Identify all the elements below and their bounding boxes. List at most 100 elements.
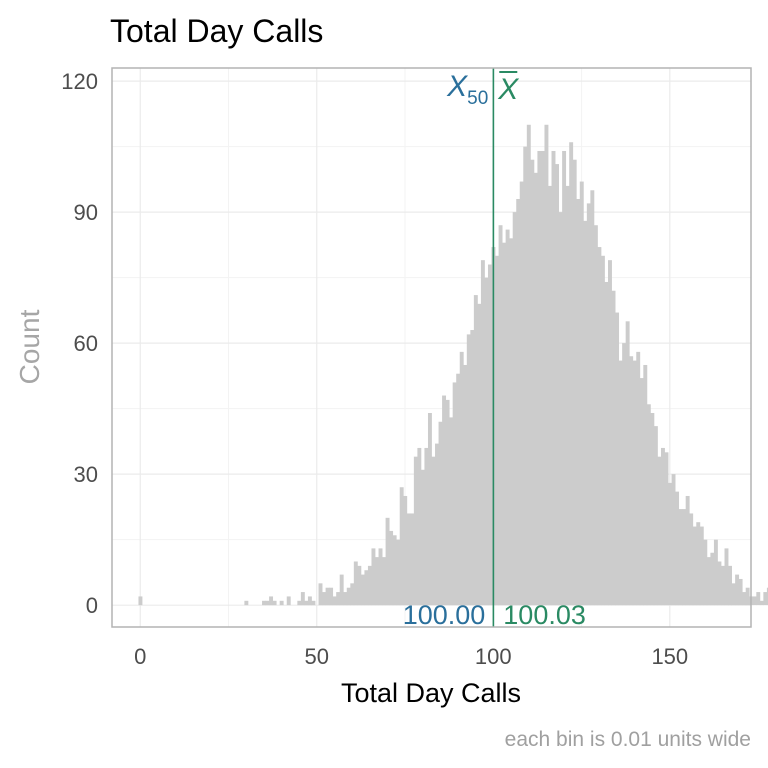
- histogram-bar: [336, 592, 341, 606]
- median-value-label: 100.00: [403, 600, 486, 630]
- histogram-bar: [696, 522, 701, 606]
- histogram-bar: [763, 592, 768, 606]
- histogram-bar: [685, 495, 690, 606]
- histogram-bar: [583, 220, 588, 606]
- histogram-bar: [703, 539, 708, 606]
- x-tick-label: 100: [475, 644, 512, 669]
- histogram-bar: [717, 561, 722, 606]
- panel-border: [111, 67, 752, 628]
- y-tick-label: 90: [74, 200, 98, 225]
- histogram-bar: [692, 526, 697, 606]
- histogram-bar: [477, 303, 482, 606]
- histogram-bar: [611, 290, 616, 606]
- histogram-bar: [759, 600, 764, 606]
- histogram-bar: [417, 447, 422, 606]
- x-axis-label: Total Day Calls: [341, 678, 521, 708]
- histogram-bar: [438, 421, 443, 606]
- histogram-bar: [766, 587, 768, 606]
- histogram-bar: [756, 592, 761, 606]
- histogram-bar: [325, 587, 330, 606]
- histogram-bar: [297, 600, 302, 606]
- histogram-bar: [699, 526, 704, 606]
- histogram-bar: [420, 469, 425, 606]
- histogram-bar: [558, 212, 563, 606]
- histogram-bar: [396, 539, 401, 606]
- histogram-bar: [629, 356, 634, 606]
- histogram-bar: [738, 578, 743, 606]
- histogram-bar: [653, 426, 658, 606]
- histogram-bar: [431, 456, 436, 606]
- histogram-bar: [406, 513, 411, 606]
- histogram-bar: [657, 456, 662, 606]
- histogram-bar: [371, 548, 376, 606]
- histogram-bar: [731, 583, 736, 606]
- histogram-bar: [622, 343, 627, 606]
- histogram-bar: [569, 142, 574, 606]
- histogram-bar: [728, 565, 732, 606]
- mean-symbol: X: [497, 73, 519, 106]
- x-tick-label: 150: [651, 644, 688, 669]
- histogram-bar: [664, 452, 669, 606]
- histogram-bar: [526, 124, 531, 606]
- histogram-bar: [618, 360, 623, 606]
- histogram-bar: [636, 351, 641, 606]
- histogram-bar: [410, 513, 415, 606]
- histogram-bar: [593, 225, 598, 606]
- histogram-bar: [480, 260, 485, 606]
- histogram-bar: [639, 378, 644, 606]
- histogram-bar: [544, 124, 549, 606]
- histogram-bar: [262, 600, 266, 606]
- y-tick-label: 120: [61, 69, 98, 94]
- y-tick-label: 30: [74, 462, 98, 487]
- histogram-bar: [466, 334, 471, 606]
- histogram-bar: [346, 587, 351, 606]
- histogram-bar: [675, 491, 680, 606]
- histogram-bar: [442, 395, 447, 606]
- histogram-bar: [523, 146, 528, 606]
- histogram-bar: [643, 364, 648, 606]
- histogram-bar: [318, 583, 323, 606]
- histogram-bar: [286, 596, 291, 606]
- histogram-bar: [713, 539, 718, 606]
- histogram-bar: [244, 600, 249, 606]
- mean-value-label: 100.03: [503, 600, 586, 630]
- histogram-bar: [509, 238, 514, 606]
- histogram-bar: [540, 150, 545, 606]
- histogram-bar: [304, 600, 309, 606]
- x-tick-label: 50: [305, 644, 329, 669]
- histogram-bar: [375, 557, 379, 606]
- histogram-bar: [689, 513, 694, 606]
- histogram-bar: [519, 181, 524, 606]
- histogram-bar: [389, 530, 394, 606]
- histogram-bar: [350, 583, 355, 606]
- histogram-bar: [311, 600, 316, 606]
- histogram-bar: [682, 509, 687, 606]
- histogram-bar: [378, 548, 383, 606]
- histogram-bar: [498, 225, 503, 606]
- histogram-bar: [385, 517, 390, 606]
- histogram-bar: [269, 596, 274, 606]
- histogram-bar: [343, 592, 348, 606]
- histogram-bar: [710, 552, 715, 606]
- histogram-bar: [745, 587, 750, 606]
- histogram-bar: [495, 255, 499, 606]
- histogram-bar: [449, 417, 454, 606]
- histogram-bar: [600, 255, 605, 606]
- histogram-bar: [562, 150, 567, 606]
- histogram-bar: [322, 592, 326, 606]
- histogram-bar: [742, 592, 747, 606]
- histogram-bar: [300, 592, 305, 606]
- median-symbol: X50: [446, 70, 488, 109]
- histogram-bar: [487, 264, 492, 606]
- histogram-bar: [678, 509, 683, 606]
- histogram-bar: [357, 565, 362, 606]
- histogram-bar: [668, 482, 672, 606]
- histogram-bar: [608, 260, 612, 606]
- histogram-bars: [138, 124, 768, 606]
- histogram-bar: [459, 351, 464, 606]
- histogram-bar: [615, 312, 620, 606]
- histogram-bar: [463, 364, 468, 606]
- histogram-bar: [724, 548, 729, 606]
- histogram-bar: [555, 164, 559, 606]
- histogram-bar: [435, 443, 439, 606]
